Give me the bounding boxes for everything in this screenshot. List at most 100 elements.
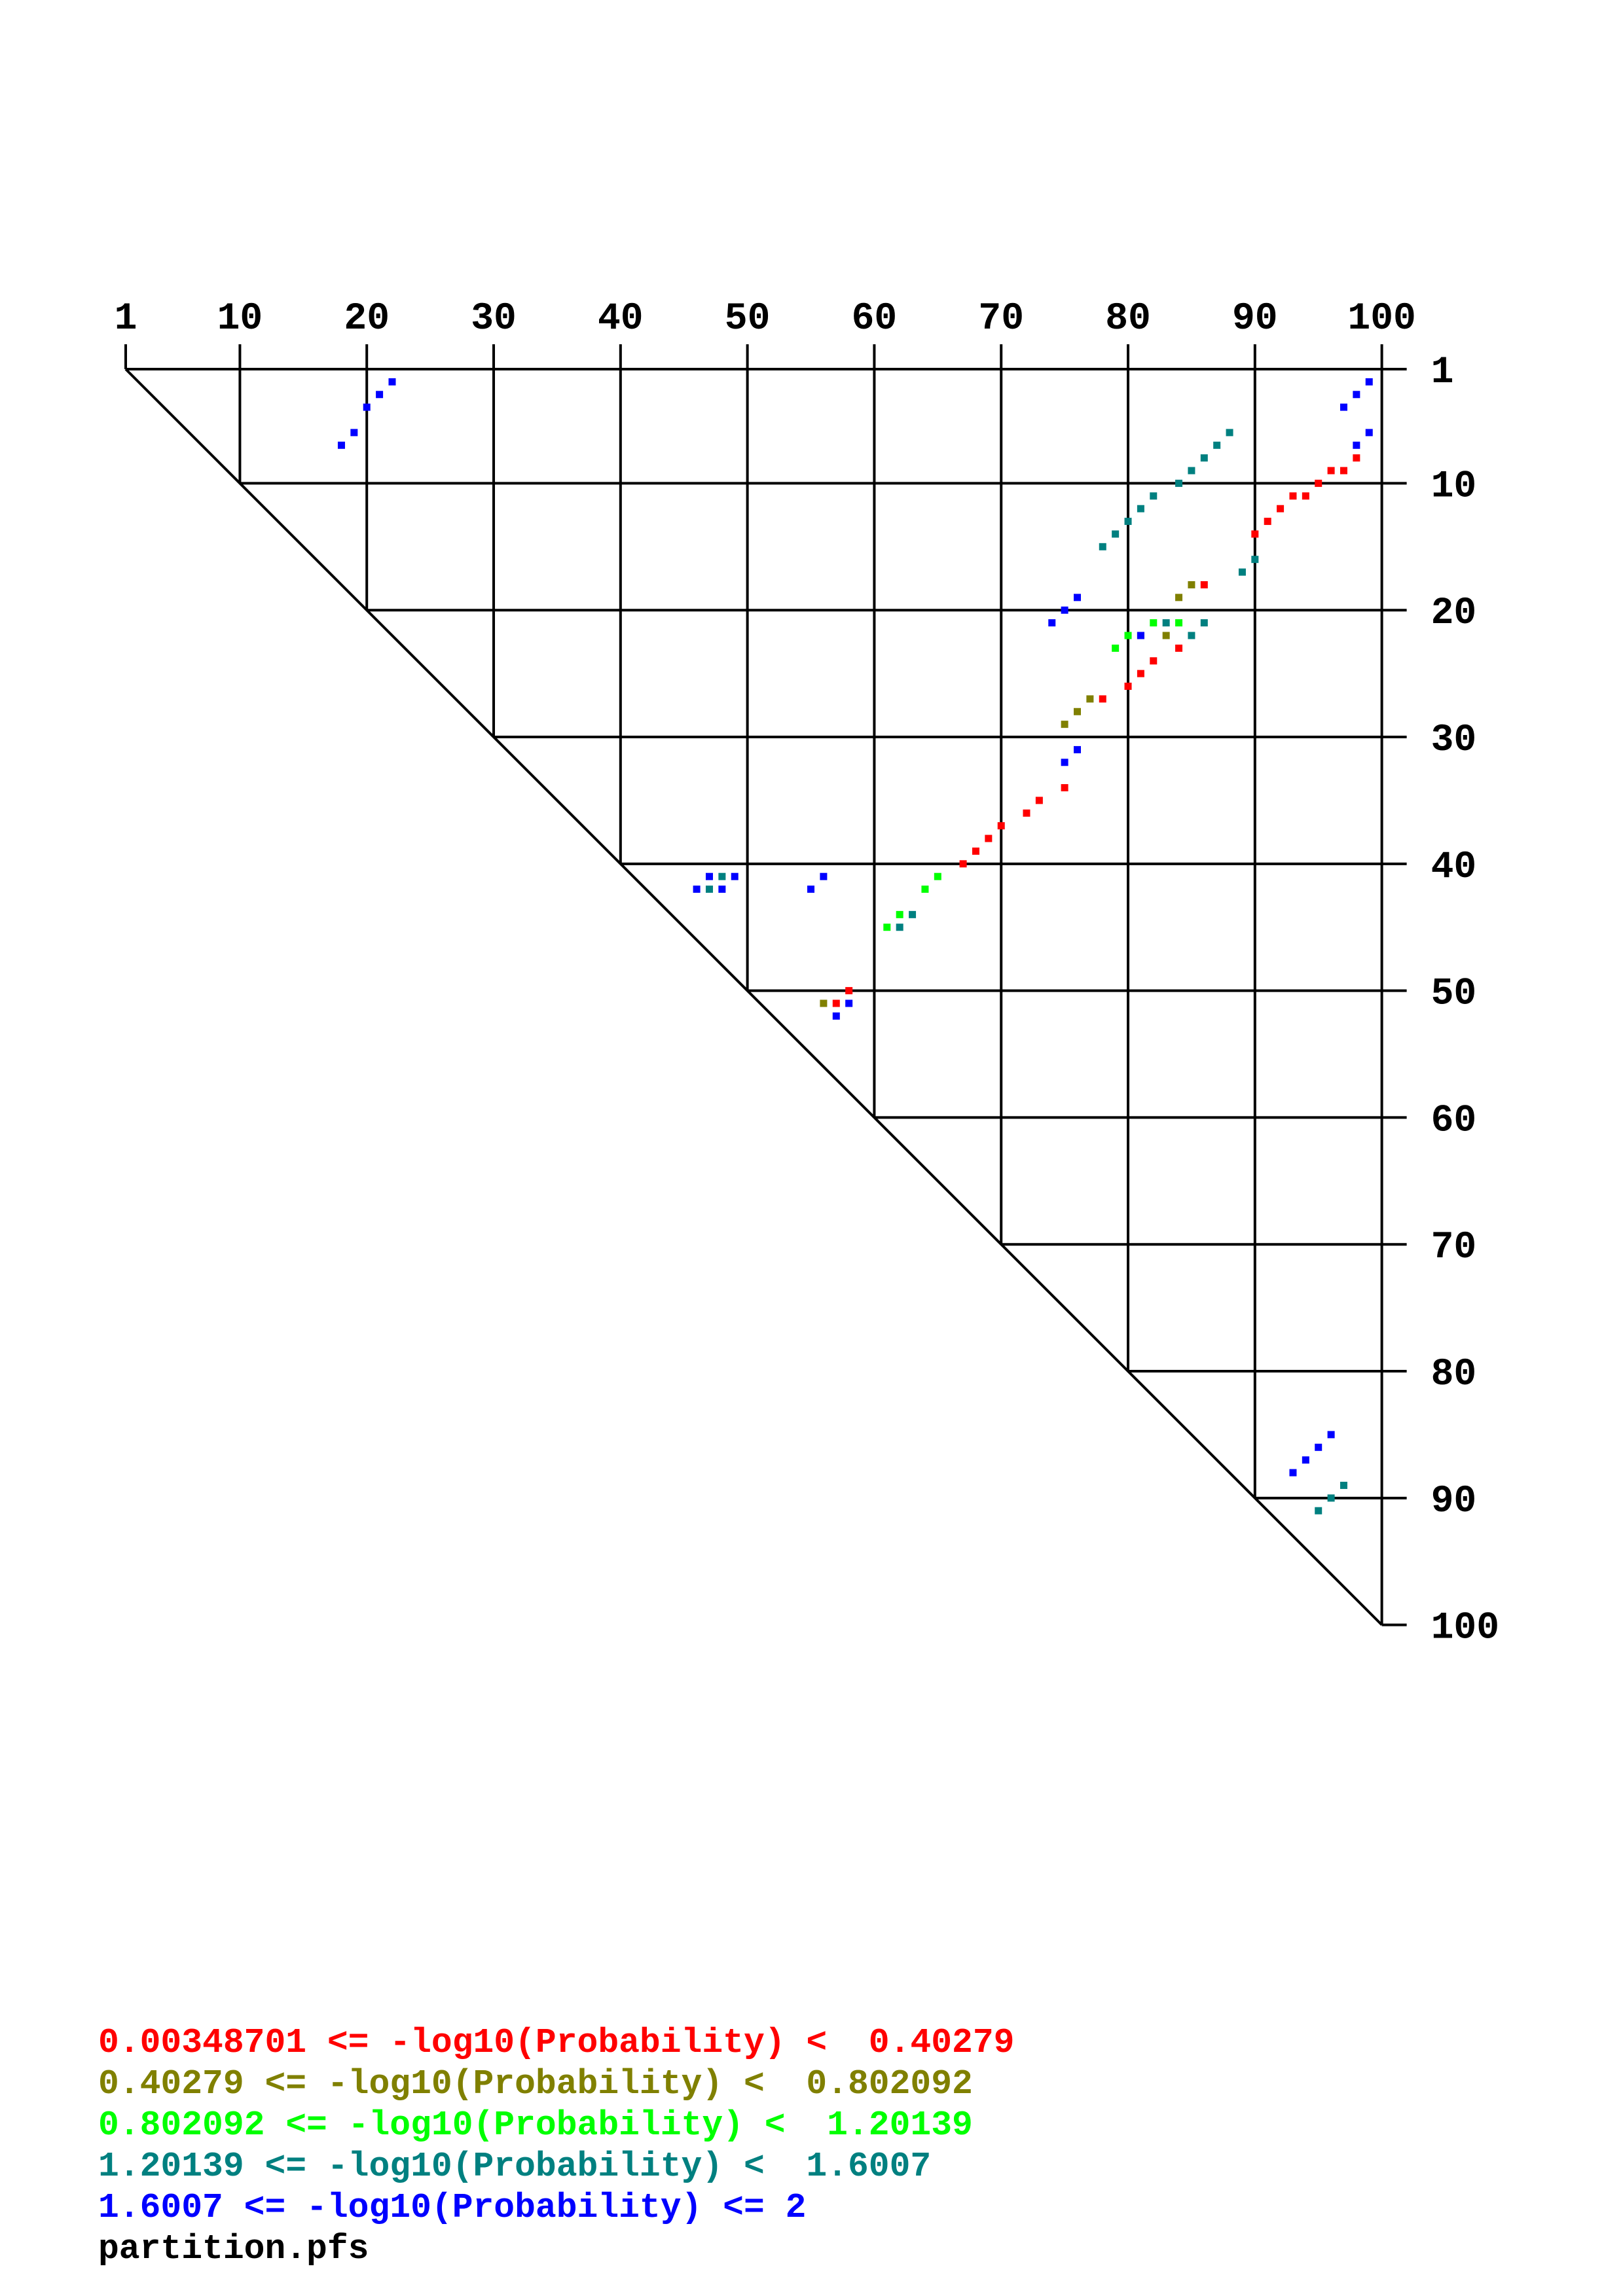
legend-entry-blue: 1.6007 <= -log10(Probability) <= 2	[98, 2188, 807, 2227]
data-point	[1150, 492, 1158, 500]
legend: 0.00348701 <= -log10(Probability) < 0.40…	[98, 2022, 1014, 2270]
data-point	[1112, 644, 1120, 652]
data-point	[1213, 441, 1221, 449]
data-point	[934, 872, 941, 880]
data-point	[337, 441, 345, 449]
data-point	[1137, 632, 1144, 639]
data-point	[1112, 530, 1120, 538]
data-point	[718, 872, 726, 880]
data-point	[1074, 708, 1081, 715]
data-point	[1340, 403, 1347, 411]
data-point	[845, 999, 853, 1007]
data-point	[1327, 467, 1335, 475]
data-point	[1327, 1431, 1335, 1439]
grid	[124, 344, 1407, 1626]
y-tick-label: 30	[1431, 719, 1477, 762]
data-point	[1061, 606, 1068, 614]
data-point	[376, 391, 384, 399]
y-tick-label: 1	[1431, 351, 1454, 394]
data-point	[1162, 632, 1170, 639]
data-point	[1289, 492, 1297, 500]
data-point	[718, 886, 726, 893]
data-point	[1200, 581, 1208, 588]
data-point	[1137, 505, 1144, 512]
x-tick-label: 70	[978, 298, 1024, 340]
data-point	[1188, 581, 1195, 588]
data-point	[1023, 809, 1030, 817]
data-point	[1175, 594, 1183, 601]
data-point	[1365, 378, 1373, 386]
data-point	[1302, 492, 1309, 500]
data-point	[1340, 1481, 1347, 1489]
data-point	[896, 910, 903, 918]
x-tick-label: 90	[1232, 298, 1278, 340]
data-point	[909, 910, 917, 918]
y-tick-label: 10	[1431, 465, 1477, 508]
data-point	[1264, 518, 1271, 526]
data-point	[705, 872, 713, 880]
data-point	[883, 924, 891, 931]
data-point	[1188, 467, 1195, 475]
data-point	[1175, 479, 1183, 487]
data-point	[1353, 391, 1360, 399]
data-point	[1048, 619, 1056, 627]
data-point	[832, 999, 840, 1007]
data-point	[997, 822, 1005, 830]
data-point	[363, 403, 371, 411]
legend-entry-teal: 1.20139 <= -log10(Probability) < 1.6007	[98, 2147, 932, 2186]
legend-entry-olive: 0.40279 <= -log10(Probability) < 0.80209…	[98, 2064, 973, 2104]
data-point	[1277, 505, 1285, 512]
data-point	[1162, 619, 1170, 627]
data-point	[1353, 454, 1360, 462]
x-tick-label: 20	[344, 298, 390, 340]
x-tick-label: 100	[1347, 298, 1415, 340]
data-point	[1365, 429, 1373, 437]
data-point	[820, 872, 828, 880]
data-point	[832, 1012, 840, 1020]
chart-title: partition.pfs	[98, 2229, 369, 2269]
data-point	[705, 886, 713, 893]
data-point	[1289, 1469, 1297, 1477]
data-point	[350, 429, 358, 437]
y-tick-label: 50	[1431, 973, 1477, 1016]
data-point	[1238, 568, 1246, 576]
data-point	[1124, 518, 1132, 526]
x-tick-label: 60	[852, 298, 898, 340]
data-point	[388, 378, 396, 386]
data-point	[1035, 797, 1043, 804]
x-axis-ticks: 1 10 20 30 40 50 60 70 80 90 100	[115, 298, 1416, 340]
y-tick-label: 40	[1431, 846, 1477, 889]
diagonal-line	[124, 368, 1383, 1626]
data-point	[1200, 454, 1208, 462]
data-point	[693, 886, 701, 893]
x-tick-label: 40	[598, 298, 644, 340]
data-point	[896, 924, 903, 931]
data-point	[1061, 759, 1068, 766]
data-point	[1251, 530, 1259, 538]
data-point	[921, 886, 929, 893]
data-point	[1302, 1456, 1309, 1464]
data-point	[1315, 1443, 1322, 1451]
data-point	[1124, 632, 1132, 639]
data-point	[1188, 632, 1195, 639]
data-points	[337, 378, 1373, 1515]
data-point	[972, 847, 979, 855]
data-point	[1315, 479, 1322, 487]
data-point	[1150, 619, 1158, 627]
data-point	[1251, 556, 1259, 564]
data-point	[1061, 784, 1068, 792]
data-point	[959, 860, 967, 868]
data-point	[820, 999, 828, 1007]
x-tick-label: 10	[217, 298, 263, 340]
data-point	[985, 834, 993, 842]
legend-entry-green: 0.802092 <= -log10(Probability) < 1.2013…	[98, 2106, 973, 2145]
data-point	[1061, 721, 1068, 728]
data-point	[1074, 745, 1081, 753]
data-point	[1340, 467, 1347, 475]
data-point	[1099, 695, 1106, 703]
y-tick-label: 90	[1431, 1480, 1477, 1523]
data-point	[1086, 695, 1094, 703]
y-tick-label: 80	[1431, 1354, 1477, 1396]
data-point	[1137, 670, 1144, 677]
